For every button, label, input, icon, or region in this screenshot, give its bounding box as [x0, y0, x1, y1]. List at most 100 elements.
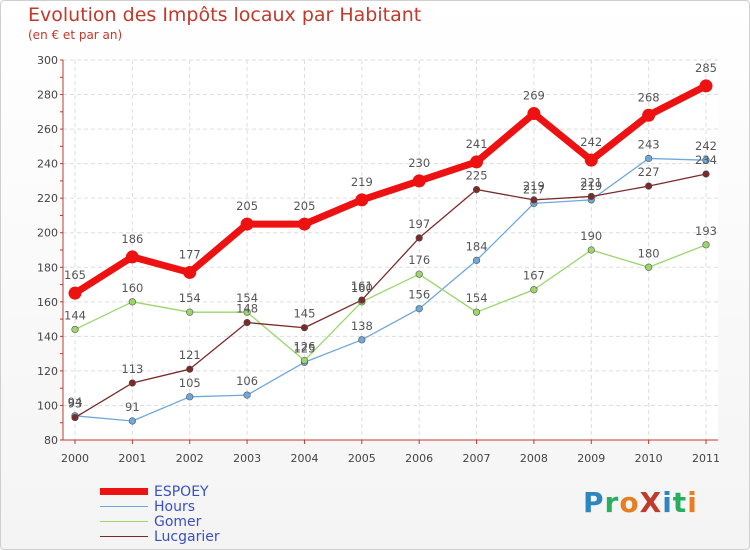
- data-label-hours: 217: [523, 182, 545, 196]
- data-label-gomer: 167: [523, 269, 545, 283]
- proxiti-logo: ProXiti: [583, 486, 698, 519]
- data-label-hours: 125: [293, 341, 315, 355]
- x-tick-label: 2011: [692, 452, 720, 465]
- data-point-gomer: [243, 308, 251, 316]
- data-label-gomer: 193: [695, 224, 717, 238]
- y-tick-label: 240: [37, 158, 58, 171]
- series-line-lucgarier: [74, 173, 707, 419]
- plot-area: [63, 60, 718, 440]
- data-point-espoey: [297, 217, 311, 231]
- data-point-hours: [358, 336, 366, 344]
- data-point-hours: [128, 417, 136, 425]
- data-label-gomer: 160: [351, 281, 373, 295]
- data-label-espoey: 205: [236, 199, 258, 213]
- x-tick-label: 2004: [290, 452, 318, 465]
- y-tick-label: 220: [37, 192, 58, 205]
- data-point-gomer: [128, 298, 136, 306]
- data-point-gomer: [587, 246, 595, 254]
- data-point-lucgarier: [300, 324, 309, 332]
- legend-label: Hours: [154, 498, 196, 515]
- data-label-lucgarier: 234: [695, 153, 717, 167]
- data-point-gomer: [702, 241, 710, 249]
- x-tick-label: 2002: [176, 452, 204, 465]
- data-label-lucgarier: 113: [121, 362, 143, 376]
- logo-letter: i: [687, 486, 698, 519]
- data-point-gomer: [415, 270, 423, 278]
- data-label-espoey: 205: [293, 199, 315, 213]
- legend-swatch: [100, 488, 148, 495]
- legend-swatch: [100, 535, 148, 538]
- data-point-espoey: [240, 217, 254, 231]
- x-tick-label: 2001: [118, 452, 146, 465]
- data-label-gomer: 154: [179, 291, 201, 305]
- data-point-hours: [472, 256, 481, 264]
- data-label-gomer: 160: [121, 281, 143, 295]
- y-tick-label: 200: [37, 227, 58, 240]
- data-label-espoey: 230: [408, 156, 430, 170]
- data-point-espoey: [699, 79, 713, 93]
- data-point-hours: [645, 154, 653, 163]
- data-point-lucgarier: [587, 192, 595, 201]
- data-label-hours: 105: [179, 376, 201, 390]
- data-label-espoey: 165: [64, 268, 86, 282]
- chart-title: Evolution des Impôts locaux par Habitant: [28, 4, 422, 26]
- y-tick-label: 140: [37, 330, 58, 343]
- legend-item-espoey: ESPOEY: [100, 484, 220, 500]
- data-point-hours: [702, 156, 710, 164]
- data-label-hours: 138: [351, 319, 373, 333]
- y-tick-label: 160: [37, 296, 58, 309]
- data-label-espoey: 219: [351, 175, 373, 189]
- data-label-gomer: 144: [64, 308, 86, 322]
- data-label-gomer: 180: [638, 246, 660, 260]
- data-label-lucgarier: 121: [179, 348, 201, 362]
- data-label-espoey: 241: [466, 137, 488, 151]
- data-point-gomer: [645, 263, 653, 271]
- logo-letter: i: [662, 486, 673, 519]
- data-point-hours: [415, 305, 423, 313]
- series-line-gomer: [74, 244, 707, 362]
- data-label-gomer: 176: [408, 253, 430, 267]
- data-point-hours: [243, 391, 251, 399]
- data-point-lucgarier: [128, 379, 136, 387]
- data-label-gomer: 154: [466, 291, 488, 305]
- data-label-lucgarier: 93: [68, 397, 83, 411]
- data-point-espoey: [355, 193, 369, 207]
- data-label-espoey: 285: [695, 61, 717, 75]
- data-label-hours: 184: [466, 239, 488, 253]
- logo-letter: o: [619, 486, 640, 519]
- data-point-espoey: [470, 155, 484, 169]
- data-label-lucgarier: 219: [523, 179, 545, 193]
- data-point-gomer: [300, 356, 309, 365]
- y-tick-label: 120: [37, 365, 58, 378]
- data-point-hours: [186, 393, 194, 401]
- data-point-espoey: [125, 250, 139, 264]
- legend-swatch: [100, 520, 148, 523]
- data-label-lucgarier: 225: [466, 169, 488, 183]
- data-label-lucgarier: 221: [580, 175, 602, 189]
- data-point-lucgarier: [71, 413, 79, 422]
- y-tick-label: 260: [37, 123, 58, 136]
- x-tick-label: 2006: [405, 452, 433, 465]
- data-point-espoey: [642, 108, 656, 122]
- data-point-espoey: [527, 107, 541, 121]
- x-tick-label: 2000: [61, 452, 89, 465]
- data-label-lucgarier: 148: [236, 302, 258, 316]
- data-label-lucgarier: 197: [408, 217, 430, 231]
- data-point-lucgarier: [358, 296, 366, 304]
- x-tick-label: 2005: [348, 452, 376, 465]
- data-point-lucgarier: [645, 182, 653, 190]
- data-point-espoey: [412, 174, 426, 188]
- data-label-hours: 156: [408, 288, 430, 302]
- y-tick-label: 80: [44, 434, 58, 447]
- data-label-hours: 91: [125, 400, 140, 414]
- data-label-gomer: 126: [293, 340, 315, 354]
- data-label-lucgarier: 227: [638, 165, 660, 179]
- data-point-lucgarier: [186, 365, 194, 373]
- logo-letter: X: [639, 486, 663, 519]
- data-label-lucgarier: 145: [293, 307, 315, 321]
- data-point-lucgarier: [530, 196, 538, 204]
- chart-subtitle: (en € et par an): [28, 28, 123, 42]
- legend-item-hours: Hours: [100, 498, 220, 515]
- data-label-hours: 219: [580, 179, 602, 193]
- data-point-gomer: [530, 286, 538, 294]
